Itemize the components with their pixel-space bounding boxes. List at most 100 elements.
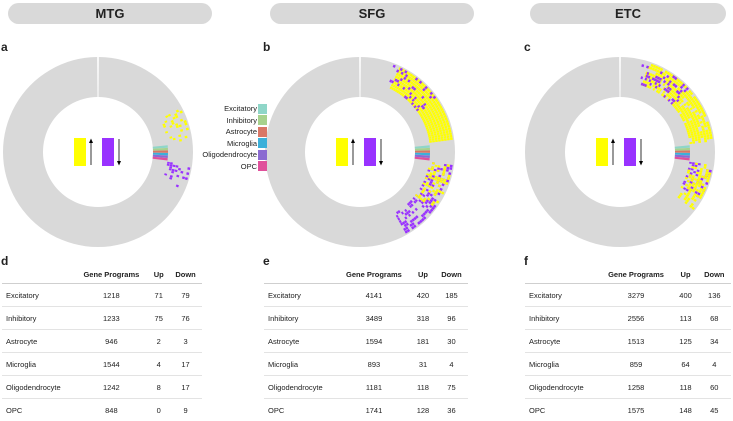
cell-type-cell: Microglia [264, 353, 337, 376]
gene-programs-cell: 946 [74, 330, 148, 353]
header-gene-programs: Gene Programs [599, 265, 674, 284]
up-count-cell: 318 [411, 307, 435, 330]
region-header-mtg: MTG [8, 3, 212, 24]
up-count-cell: 420 [411, 284, 435, 307]
header-cell-type [264, 265, 337, 284]
legend-label: Astrocyte [226, 127, 257, 136]
up-program-mark [698, 138, 701, 140]
down-count-cell: 60 [698, 376, 731, 399]
down-regulated-box [364, 138, 376, 166]
down-regulated-box [624, 138, 636, 166]
gene-programs-cell: 859 [599, 353, 674, 376]
legend-item: Inhibitory [207, 115, 267, 127]
up-count-cell: 8 [148, 376, 169, 399]
up-program-mark [707, 137, 710, 140]
circos-plot-mtg [0, 52, 198, 252]
gene-programs-cell: 1741 [337, 399, 411, 421]
down-count-cell: 3 [169, 330, 202, 353]
down-count-cell: 185 [435, 284, 468, 307]
up-count-cell: 400 [674, 284, 698, 307]
legend-item: OPC [207, 161, 267, 173]
header-up: Up [674, 265, 698, 284]
down-count-cell: 68 [698, 307, 731, 330]
gene-programs-cell: 3489 [337, 307, 411, 330]
cell-type-cell: Inhibitory [2, 307, 74, 330]
up-arrow-head-icon [351, 139, 355, 144]
legend-label: Excitatory [224, 104, 257, 113]
down-arrow-head-icon [117, 161, 121, 166]
legend-label: Oligodendrocyte [202, 150, 257, 159]
legend-swatch [258, 138, 267, 148]
down-count-cell: 4 [698, 353, 731, 376]
cell-type-cell: Microglia [2, 353, 74, 376]
cell-type-cell: Excitatory [2, 284, 74, 307]
gene-programs-cell: 1594 [337, 330, 411, 353]
down-count-cell: 4 [435, 353, 468, 376]
header-gene-programs: Gene Programs [74, 265, 148, 284]
down-count-cell: 17 [169, 376, 202, 399]
up-regulated-box [74, 138, 86, 166]
header-down: Down [698, 265, 731, 284]
table-header-row: Gene Programs Up Down [2, 265, 202, 284]
up-count-cell: 31 [411, 353, 435, 376]
gene-programs-cell: 1218 [74, 284, 148, 307]
up-count-cell: 2 [148, 330, 169, 353]
down-program-mark [449, 167, 452, 170]
down-program-mark [698, 163, 701, 165]
down-count-cell: 9 [169, 399, 202, 421]
gene-programs-cell: 2556 [599, 307, 674, 330]
up-program-mark [435, 140, 438, 142]
up-count-cell: 118 [411, 376, 435, 399]
up-count-cell: 4 [148, 353, 169, 376]
down-program-mark [444, 164, 447, 167]
cell-type-cell: OPC [525, 399, 599, 421]
cell-type-cell: Inhibitory [264, 307, 337, 330]
cell-type-cell: Oligodendrocyte [2, 376, 74, 399]
table-header-row: Gene Programs Up Down [525, 265, 731, 284]
up-program-mark [438, 139, 441, 141]
gene-programs-cell: 1513 [599, 330, 674, 353]
legend-swatch [258, 150, 267, 160]
table-header-row: Gene Programs Up Down [264, 265, 468, 284]
up-program-mark [698, 141, 701, 143]
up-arrow-head-icon [611, 139, 615, 144]
header-up: Up [148, 265, 169, 284]
cell-type-cell: Oligodendrocyte [525, 376, 599, 399]
up-count-cell: 181 [411, 330, 435, 353]
header-gene-programs: Gene Programs [337, 265, 411, 284]
cell-type-cell: Inhibitory [525, 307, 599, 330]
up-regulated-box [596, 138, 608, 166]
legend-item: Excitatory [207, 103, 267, 115]
legend-item: Astrocyte [207, 126, 267, 138]
cell-type-cell: Astrocyte [2, 330, 74, 353]
legend-swatch [258, 127, 267, 137]
region-header-etc: ETC [530, 3, 726, 24]
legend-label: OPC [241, 162, 257, 171]
gene-programs-cell: 3279 [599, 284, 674, 307]
legend-label: Microglia [227, 139, 257, 148]
header-cell-type [2, 265, 74, 284]
gene-programs-cell: 1258 [599, 376, 674, 399]
up-count-cell: 0 [148, 399, 169, 421]
circos-plot-sfg [260, 52, 460, 252]
down-count-cell: 36 [435, 399, 468, 421]
up-program-mark [179, 139, 182, 142]
down-count-cell: 79 [169, 284, 202, 307]
cell-type-strip [153, 150, 168, 152]
up-program-mark [710, 136, 713, 139]
up-program-mark [704, 164, 707, 167]
down-count-cell: 76 [169, 307, 202, 330]
up-program-mark [689, 142, 692, 144]
